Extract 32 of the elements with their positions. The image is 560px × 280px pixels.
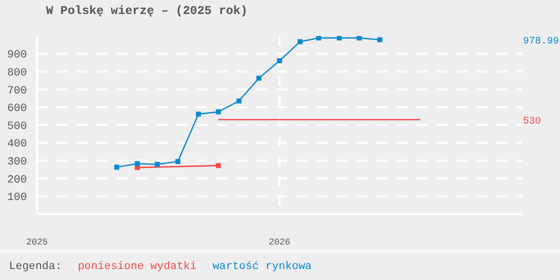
text: 530	[523, 116, 542, 128]
point	[196, 112, 201, 117]
y-tick-label: 600	[7, 103, 27, 116]
legend-title: Legenda:	[9, 260, 62, 272]
point	[175, 158, 180, 164]
point	[336, 36, 342, 40]
y-tick-label: 300	[7, 156, 27, 169]
y-tick-label: 800	[7, 68, 27, 80]
y-tick-label: 500	[7, 120, 27, 133]
point	[216, 163, 221, 168]
point	[377, 37, 382, 42]
y-tick-label: 700	[7, 85, 27, 98]
point	[154, 162, 160, 167]
point	[256, 76, 262, 81]
x-tick-label: 2025	[26, 237, 48, 248]
text: poniesione wydatki	[78, 260, 197, 272]
chart-title: W Polskę wierzę – (2025 rok)	[46, 4, 248, 18]
text: wartość rynkowa	[212, 260, 312, 272]
y-tick-label: 900	[7, 50, 27, 62]
y-tick-label: 200	[7, 174, 27, 186]
y-tick-label: 400	[7, 138, 27, 151]
text: 978.99	[523, 36, 560, 48]
y-tick-label: 100	[7, 192, 27, 204]
point	[236, 98, 242, 104]
point	[134, 161, 140, 166]
point	[298, 39, 303, 44]
point	[356, 36, 362, 40]
point	[114, 164, 120, 170]
point	[216, 109, 221, 114]
point	[277, 58, 282, 64]
x-tick-label: 2026	[268, 237, 290, 248]
point	[316, 36, 322, 40]
